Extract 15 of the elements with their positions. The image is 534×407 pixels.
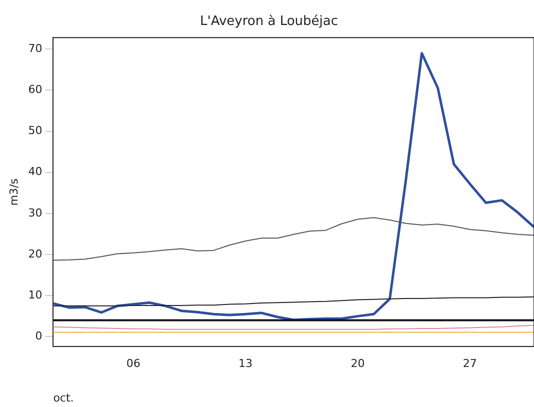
x-axis-title: oct.: [53, 391, 74, 404]
x-tick-label: 06: [126, 357, 140, 370]
y-tick-label: 10: [28, 288, 42, 302]
y-axis-title: m3/s: [7, 178, 20, 206]
y-tick-label: 50: [28, 124, 42, 138]
x-tick-label: 27: [462, 357, 477, 370]
y-tick-label: 20: [28, 247, 42, 260]
y-tick-label: 60: [28, 83, 42, 96]
y-tick-label: 30: [28, 206, 42, 220]
chart-title: L'Aveyron à Loubéjac: [200, 14, 338, 30]
x-tick-label: 13: [238, 357, 253, 370]
y-tick-label: 0: [35, 330, 42, 343]
y-tick-label: 40: [28, 165, 42, 178]
y-tick-label: 70: [28, 42, 42, 55]
x-tick-label: 20: [350, 357, 365, 370]
